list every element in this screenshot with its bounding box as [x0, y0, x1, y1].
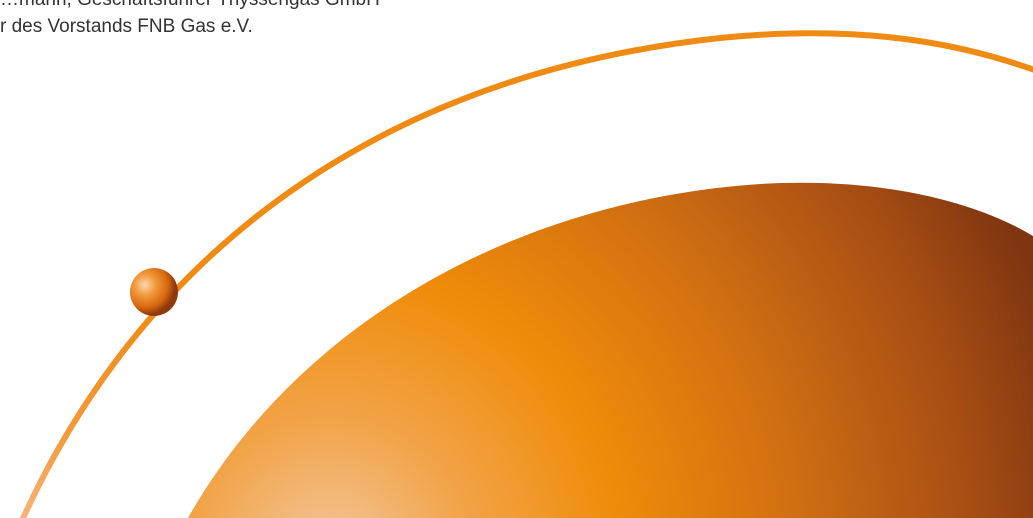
large-sphere [188, 182, 1033, 518]
orbit-ring [19, 30, 1033, 518]
caption-line-1: …mann, Geschäftsführer Thyssengas GmbH [0, 0, 380, 13]
caption-text: …mann, Geschäftsführer Thyssengas GmbH r… [0, 0, 380, 40]
orbit-ball [130, 268, 178, 316]
caption-line-2: r des Vorstands FNB Gas e.V. [0, 16, 253, 37]
